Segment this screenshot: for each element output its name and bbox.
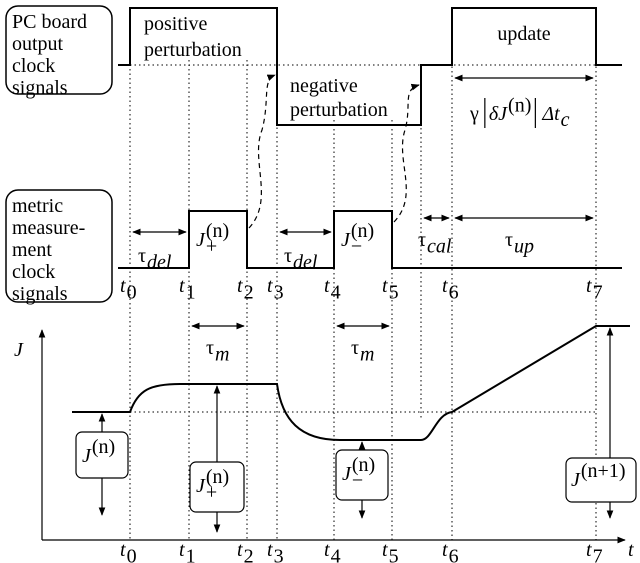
metric-value-label: J (342, 463, 352, 485)
time-label-sub: 3 (274, 282, 284, 304)
time-label: t (267, 539, 273, 561)
time-label: t (179, 275, 185, 297)
signal-label: metric (12, 195, 63, 217)
metric-value-label-sub: + (206, 482, 217, 504)
time-label: t (382, 275, 388, 297)
time-label-sub: 5 (389, 282, 399, 304)
label-box (5, 5, 113, 95)
time-label-sub: 2 (244, 282, 254, 304)
metric-value-label: J (82, 445, 92, 467)
time-label-sub: 5 (389, 546, 399, 563)
time-label: t (120, 275, 126, 297)
value-arrows (98, 327, 614, 533)
interval-arrows (132, 74, 594, 330)
signal-label: PC board (12, 11, 87, 33)
measurement-label: J (196, 229, 206, 251)
time-label: t (442, 539, 448, 561)
measurement-label-sub: − (351, 236, 362, 258)
update-delta-t-sub: c (561, 109, 570, 131)
update-delta-t: Δt (541, 103, 560, 125)
measurement-label-sub: + (206, 236, 217, 258)
time-label-sub: 4 (331, 282, 341, 304)
time-label: t (586, 275, 592, 297)
time-label-sub: 1 (186, 282, 196, 304)
signal-label: output (12, 33, 64, 55)
tau-m-label-sub: m (360, 344, 374, 366)
interval-label: τ (284, 245, 292, 267)
metric-curve (72, 325, 630, 441)
time-label-sub: 0 (127, 546, 137, 563)
time-label-sub: 7 (593, 282, 603, 304)
time-label: t (586, 539, 592, 561)
trigger-arrow (248, 74, 276, 229)
phase-label: negative (290, 75, 358, 97)
tau-m-label: τ (351, 337, 359, 359)
pc-board-signal (118, 7, 622, 126)
time-label-sub: 4 (331, 546, 341, 563)
signal-label: ment (12, 239, 52, 261)
time-label-sub: 2 (244, 546, 254, 563)
metric-value-label-sup: (n+1) (581, 460, 626, 482)
update-delta-j: δJ (489, 103, 508, 125)
time-label: t (267, 275, 273, 297)
time-label-sub: 6 (449, 546, 459, 563)
signal-label: clock (12, 261, 55, 283)
value-boxes (75, 431, 637, 513)
time-label-sub: 1 (186, 546, 196, 563)
time-label: t (324, 275, 330, 297)
metric-value-label: J (571, 469, 581, 491)
interval-label: τ (138, 245, 146, 267)
time-label-sub: 0 (127, 282, 137, 304)
y-axis-label: J (14, 339, 24, 361)
signal-label: clock (12, 55, 55, 77)
tau-m-label-sub: m (215, 344, 229, 366)
time-label-sub: 3 (274, 546, 284, 563)
interval-label: τ (505, 229, 513, 251)
metric-value-label-sup: (n) (352, 454, 375, 476)
time-label: t (237, 275, 243, 297)
interval-label: τ (418, 229, 426, 251)
update-delta-j-sup: (n) (508, 95, 531, 117)
signal-label: signals (12, 283, 68, 305)
measurement-signal (118, 210, 622, 269)
time-label: t (382, 539, 388, 561)
measurement-label-sup: (n) (351, 220, 374, 242)
measurement-label-sup: (n) (206, 220, 229, 242)
metric-value-label-sub: − (352, 470, 363, 492)
interval-label-sub: up (514, 236, 534, 258)
update-gamma: γ (469, 103, 479, 125)
time-label: t (179, 539, 185, 561)
phase-label: perturbation (144, 39, 242, 61)
interval-label-sub: cal (427, 236, 452, 258)
phase-label: perturbation (290, 99, 388, 121)
metric-value-label-sup: (n) (206, 466, 229, 488)
phase-label: update (497, 23, 550, 45)
x-axis-label: t (628, 539, 634, 561)
measurement-label: J (341, 229, 351, 251)
time-label: t (324, 539, 330, 561)
time-label-sub: 7 (593, 546, 603, 563)
interval-label-sub: del (147, 252, 172, 274)
tau-m-label: τ (206, 337, 214, 359)
signal-label: measure- (12, 217, 85, 239)
metric-value-label-sup: (n) (92, 436, 115, 458)
trigger-arrow (393, 83, 420, 223)
interval-label-sub: del (293, 252, 318, 274)
phase-label: positive (144, 13, 207, 35)
time-label: t (442, 275, 448, 297)
label-box (5, 189, 113, 303)
time-label-sub: 6 (449, 282, 459, 304)
time-label: t (120, 539, 126, 561)
signal-label: signals (12, 77, 68, 99)
metric-value-label: J (196, 475, 206, 497)
time-label: t (237, 539, 243, 561)
